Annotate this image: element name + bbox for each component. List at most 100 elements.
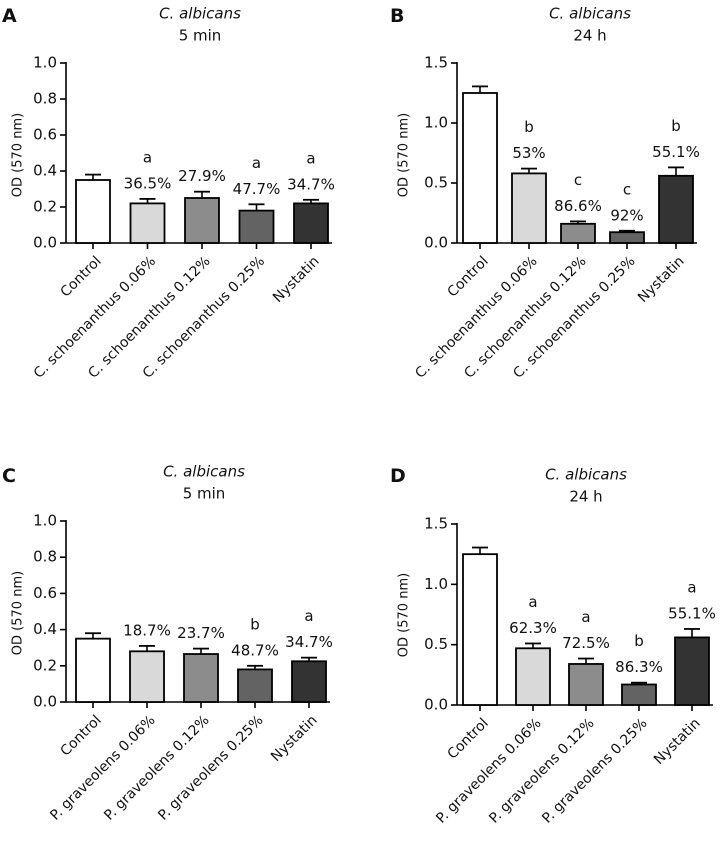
y-tick-label: 0.2 [33,656,57,674]
category-label: P. graveolens 0.25% [155,712,266,823]
percent-annotation: 18.7% [123,621,171,639]
bar [293,202,329,244]
panel-label: C [2,465,16,487]
chart-title: C. albicans [159,5,241,23]
bar [129,650,165,703]
bar [237,668,273,703]
significance-letter: a [687,578,696,596]
bar [183,653,219,703]
bar [129,202,166,244]
bar [609,231,645,244]
significance-letter: b [671,117,681,135]
percent-annotation: 86.6% [554,197,602,215]
y-tick-label: 0.4 [33,162,57,180]
y-axis-label: OD (570 nm) [397,573,412,657]
y-tick-label: 0.5 [424,635,448,653]
category-label: Nystatin [270,253,323,306]
chart-title: C. albicans [545,466,627,484]
significance-letter: b [524,118,534,136]
y-tick-label: 0.4 [33,620,57,638]
y-tick-label: 0.0 [33,693,57,711]
bar [674,636,710,706]
percent-annotation: 34.7% [287,175,335,193]
bar [658,174,694,244]
percent-annotation: 53% [512,144,545,162]
percent-annotation: 36.5% [124,174,172,192]
y-tick-label: 0.5 [424,174,448,192]
significance-letter: c [574,171,582,189]
chart-title: C. albicans [549,5,631,23]
bar [291,660,327,703]
bar [560,222,596,244]
significance-letter: c [623,180,631,198]
y-axis-label: OD (570 nm) [397,113,412,197]
percent-annotation: 48.7% [231,641,279,659]
chart-title: C. albicans [163,463,245,481]
significance-letter: a [581,608,590,626]
category-label: Nystatin [651,715,704,768]
y-tick-label: 0.8 [33,90,57,108]
bar [568,663,604,706]
percent-annotation: 62.3% [509,619,557,637]
percent-annotation: 27.9% [178,167,226,185]
bar [621,683,657,706]
bar [184,197,220,244]
category-label: P. graveolens 0.06% [433,715,544,826]
percent-annotation: 72.5% [562,634,610,652]
y-tick-label: 0.0 [424,696,448,714]
percent-annotation: 92% [610,206,643,224]
percent-annotation: 55.1% [652,143,700,161]
bar [511,172,547,244]
y-axis-label: OD (570 nm) [11,113,26,197]
category-label: P. graveolens 0.25% [539,715,650,826]
panel-label: A [2,5,17,27]
bar [515,647,551,706]
bar [462,553,498,706]
bar [75,637,111,703]
y-tick-label: 0.6 [33,584,57,602]
y-tick-label: 0.8 [33,548,57,566]
y-tick-label: 1.0 [33,54,57,72]
chart-subtitle: 24 h [573,27,606,45]
y-tick-label: 0.2 [33,198,57,216]
y-tick-label: 1.0 [424,575,448,593]
significance-letter: a [306,149,315,167]
category-label: Control [58,253,105,300]
bar [75,179,111,244]
y-tick-label: 0.6 [33,126,57,144]
y-tick-label: 1.5 [424,515,448,533]
significance-letter: b [250,615,260,633]
category-label: Nystatin [268,712,321,765]
category-label: Control [445,253,492,300]
significance-letter: a [304,607,313,625]
percent-annotation: 34.7% [285,633,333,651]
y-tick-label: 1.0 [424,114,448,132]
panel-label: B [390,5,404,27]
category-label: Control [445,715,492,762]
significance-letter: a [528,593,537,611]
category-label: Control [58,712,105,759]
panel-label: D [390,465,406,487]
significance-letter: a [143,148,152,166]
percent-annotation: 86.3% [615,658,663,676]
category-label: P. graveolens 0.12% [101,712,212,823]
y-tick-label: 0.0 [33,234,57,252]
percent-annotation: 23.7% [177,624,225,642]
y-tick-label: 1.0 [33,512,57,530]
y-tick-label: 0.0 [424,234,448,252]
chart-subtitle: 5 min [179,27,222,45]
bar [462,92,498,244]
significance-letter: b [634,632,644,650]
y-tick-label: 1.5 [424,54,448,72]
chart-subtitle: 24 h [569,488,602,506]
y-axis-label: OD (570 nm) [11,571,26,655]
category-label: Nystatin [635,253,688,306]
significance-letter: a [252,154,261,172]
bar [238,209,275,244]
percent-annotation: 47.7% [233,180,281,198]
category-label: P. graveolens 0.06% [47,712,158,823]
category-label: P. graveolens 0.12% [486,715,597,826]
chart-subtitle: 5 min [183,485,226,503]
